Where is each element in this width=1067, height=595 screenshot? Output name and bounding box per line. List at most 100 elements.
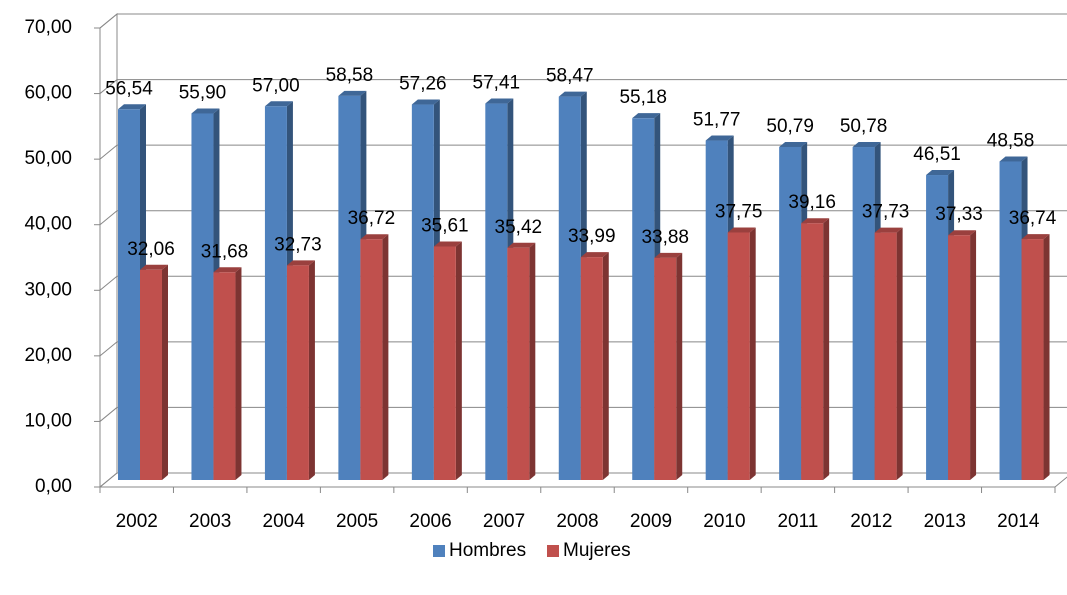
bar-side (1043, 234, 1050, 480)
data-label: 57,41 (473, 73, 521, 94)
bar-top (705, 135, 734, 141)
data-label: 33,88 (641, 227, 689, 248)
x-tick-label: 2007 (483, 511, 525, 532)
data-label: 57,00 (252, 75, 300, 96)
bar (948, 235, 971, 480)
y-tick-label: 10,00 (24, 410, 72, 431)
bar-top (140, 264, 168, 270)
data-label: 37,33 (935, 204, 983, 225)
bar (801, 223, 824, 480)
data-label: 35,61 (421, 216, 469, 237)
bar (926, 175, 949, 480)
data-label: 37,73 (862, 202, 910, 223)
bar-side (823, 218, 830, 480)
bar-top (264, 101, 293, 107)
bar-top (433, 241, 462, 247)
bar (191, 113, 214, 480)
bar-side (602, 252, 609, 480)
legend-label: Mujeres (563, 540, 631, 561)
legend-swatch (547, 545, 559, 557)
bar (580, 257, 603, 480)
x-tick-label: 2004 (263, 511, 306, 532)
data-label: 50,79 (766, 116, 814, 137)
y-tick-label: 70,00 (24, 17, 72, 38)
x-tick-label: 2005 (336, 511, 378, 532)
data-label: 56,54 (105, 78, 153, 99)
bar-top (852, 142, 881, 148)
y-tick-label: 60,00 (24, 83, 72, 104)
bar-top (948, 230, 977, 236)
bar-top (485, 98, 514, 104)
bar-top (926, 170, 955, 176)
x-tick-label: 2008 (556, 511, 598, 532)
bar-side (308, 260, 315, 480)
bar-top (801, 218, 830, 224)
bar (338, 95, 361, 480)
bar (852, 147, 875, 480)
bar-side (529, 242, 536, 480)
data-label: 50,78 (840, 116, 888, 137)
data-label: 48,58 (987, 130, 1035, 151)
grid-line (99, 79, 1067, 94)
bar-side (676, 252, 683, 480)
bar-side (235, 267, 242, 480)
bar-top (999, 156, 1028, 162)
y-tick-label: 30,00 (24, 279, 72, 300)
bar-side (162, 264, 168, 480)
bar-top (874, 227, 903, 233)
data-label: 39,16 (788, 192, 836, 213)
data-label: 31,68 (201, 241, 249, 262)
y-tick-label: 20,00 (24, 345, 72, 366)
data-label: 58,58 (326, 65, 374, 86)
bar-top (411, 99, 440, 105)
bar (999, 161, 1022, 481)
bar-top (118, 104, 146, 110)
data-label: 55,90 (179, 82, 227, 103)
bar (507, 247, 530, 480)
legend-swatch (433, 545, 445, 557)
x-tick-label: 2002 (116, 511, 158, 532)
bar (485, 103, 508, 480)
data-label: 33,99 (568, 226, 616, 247)
bar (1021, 239, 1044, 480)
bar-top (1021, 234, 1050, 240)
grid-line (99, 210, 1067, 226)
x-tick-label: 2013 (924, 511, 966, 532)
legend-label: Hombres (449, 540, 526, 561)
bar (654, 257, 677, 480)
bar-top (727, 227, 756, 233)
data-label: 37,75 (715, 201, 763, 222)
bar (140, 269, 162, 480)
bar-top (580, 252, 609, 258)
x-tick-label: 2014 (997, 511, 1040, 532)
x-tick-label: 2006 (409, 511, 451, 532)
bar-top (213, 267, 242, 273)
bar-top (191, 108, 220, 114)
grid-line (99, 144, 1067, 160)
bar (433, 246, 456, 480)
bar (874, 232, 897, 480)
bar (213, 272, 236, 480)
grid-line (99, 13, 1067, 29)
bar-top (558, 91, 587, 97)
x-tick-label: 2011 (777, 511, 818, 532)
data-label: 32,06 (127, 239, 175, 260)
bar-top (360, 234, 389, 240)
y-tick-label: 40,00 (24, 214, 72, 235)
bar-top (654, 252, 683, 258)
bar (558, 96, 581, 481)
bar (360, 239, 383, 480)
bar (118, 109, 140, 480)
bar-top (507, 242, 536, 248)
data-label: 46,51 (913, 144, 961, 165)
bar-top (338, 90, 367, 96)
data-label: 36,72 (348, 208, 396, 229)
bar (411, 104, 434, 481)
bar-side (455, 241, 462, 480)
bar-side (749, 227, 756, 480)
data-label: 35,42 (495, 217, 543, 238)
bar-side (896, 227, 903, 480)
bar-side (382, 234, 389, 480)
bar (632, 118, 655, 481)
